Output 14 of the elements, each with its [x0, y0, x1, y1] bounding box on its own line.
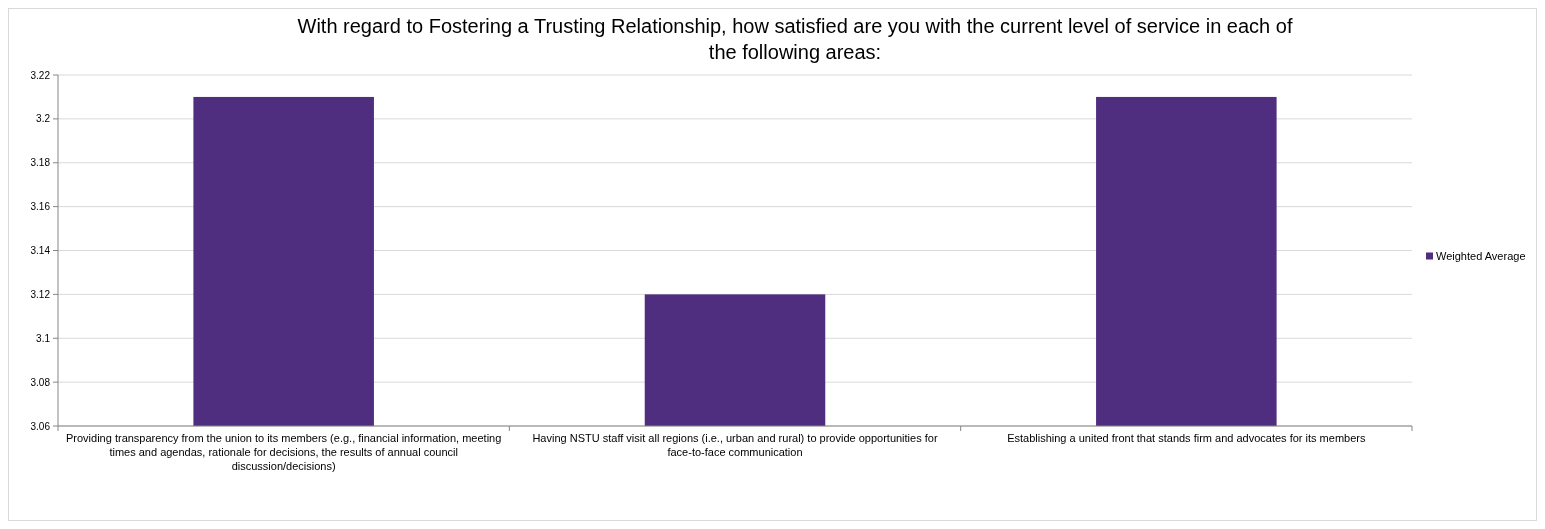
y-tick-label: 3.1: [36, 332, 51, 344]
y-tick-label: 3.12: [30, 288, 51, 300]
x-tick-label: Establishing a united front that stands firm and advocates for its members: [1007, 432, 1366, 444]
y-tick-label: 3.2: [36, 113, 51, 125]
y-tick-label: 3.14: [30, 245, 51, 256]
y-tick-label: 3.08: [30, 376, 51, 388]
y-tick-label: 3.06: [30, 420, 51, 432]
x-tick-label: Providing transparency from the union to its members (e.g., financial information, meeting times and agendas, rationale for decisions, the results of annual council discussion/decisions): [66, 432, 502, 472]
legend-label: Weighted Average: [1436, 249, 1526, 262]
y-tick-label: 3.18: [30, 157, 51, 169]
x-tick-label: Having NSTU staff visit all regions (i.e., urban and rural) to provide opportunities for face-to-face communication: [532, 432, 938, 458]
y-tick-label: 3.22: [30, 69, 51, 81]
y-tick-label: 3.16: [30, 201, 51, 213]
chart-title: With regard to Fostering a Trusting Relationship, how satisfied are you with the current level of service in each of the following areas:: [297, 15, 1293, 63]
